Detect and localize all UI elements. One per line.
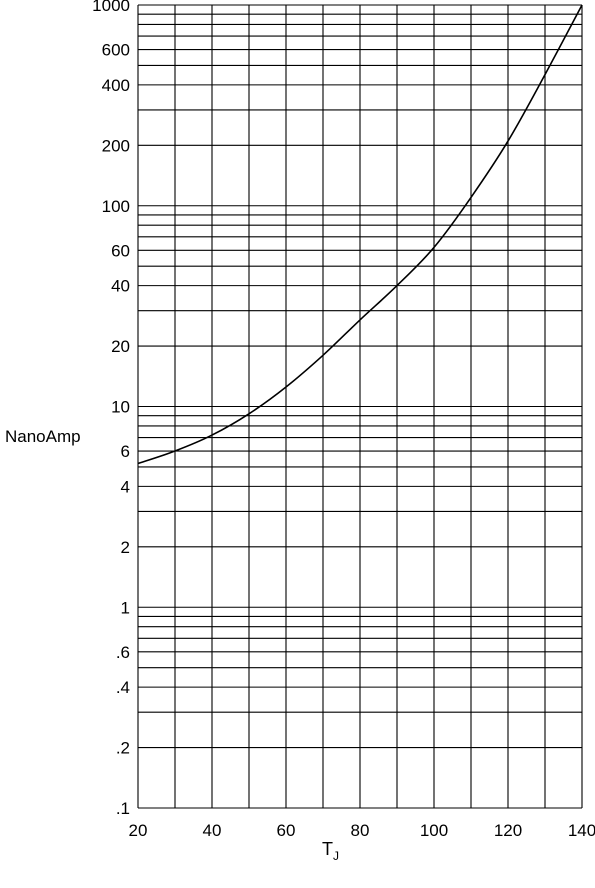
y-axis-tick-labels: .1 .2 .4 .6 1 2 4 6 10 20 40 60 100 200 400 600 1000: [92, 0, 130, 818]
series-line: [137, 4, 583, 465]
y-tick-label: 200: [102, 136, 130, 155]
grid: [137, 4, 583, 809]
x-tick-label: 40: [203, 821, 222, 840]
y-tick-label: .6: [116, 643, 130, 662]
x-axis-label-main: T: [322, 839, 333, 859]
x-tick-label: 60: [277, 821, 296, 840]
x-axis-label-subscript: J: [333, 849, 339, 863]
y-tick-label: 10: [111, 398, 130, 417]
y-tick-label: 600: [102, 41, 130, 60]
y-tick-label: 400: [102, 76, 130, 95]
y-tick-label: 1: [121, 598, 130, 617]
x-tick-label: 100: [420, 821, 448, 840]
y-tick-label: .1: [116, 799, 130, 818]
x-tick-label: 120: [494, 821, 522, 840]
y-tick-label: .4: [116, 678, 130, 697]
x-axis-label: TJ: [322, 839, 339, 863]
y-tick-label: 60: [111, 241, 130, 260]
y-tick-label: 4: [121, 477, 130, 496]
x-axis-tick-labels: 20 40 60 80 100 120 140: [129, 821, 595, 840]
y-tick-label: 20: [111, 337, 130, 356]
y-tick-label: .2: [116, 739, 130, 758]
x-tick-label: 80: [351, 821, 370, 840]
y-tick-label: 40: [111, 277, 130, 296]
y-axis-label: NanoAmp: [5, 427, 81, 446]
y-tick-label: 100: [102, 197, 130, 216]
y-tick-label: 6: [121, 442, 130, 461]
x-tick-label: 20: [129, 821, 148, 840]
x-tick-label: 140: [568, 821, 595, 840]
y-tick-label: 1000: [92, 0, 130, 15]
y-tick-label: 2: [121, 538, 130, 557]
